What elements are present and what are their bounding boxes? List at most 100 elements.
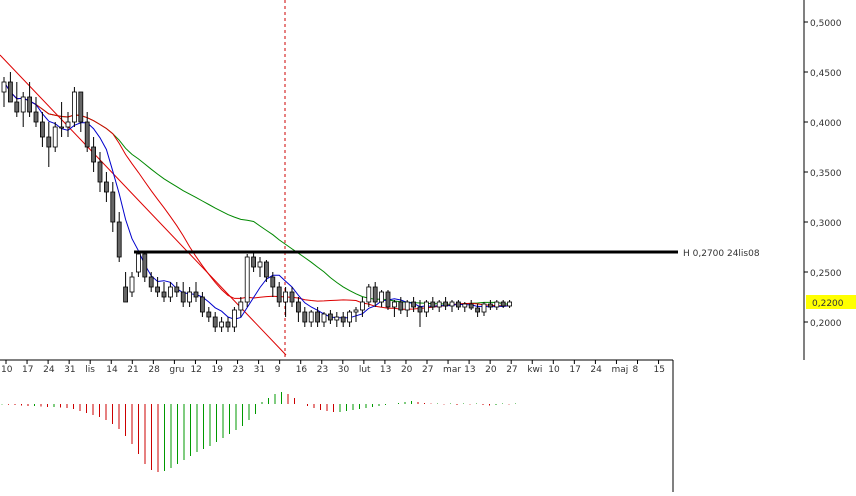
date-tick-label: 10	[1, 365, 13, 375]
candle-down	[33, 111, 39, 123]
candle-up	[404, 301, 410, 311]
candle-up	[65, 121, 71, 128]
candle-down	[212, 316, 218, 328]
candle-up	[59, 126, 64, 129]
date-tick-label: lut	[359, 365, 371, 375]
date-tick-label: 8	[633, 365, 639, 375]
candle-up	[347, 311, 353, 323]
date-tick-label: 14	[106, 365, 118, 375]
date-tick-label: gru	[169, 365, 184, 375]
candle-down	[411, 301, 417, 308]
price-tick-label: 0,3000	[810, 219, 842, 229]
candle-down	[251, 256, 257, 268]
candle-down	[295, 301, 301, 313]
candle-down	[443, 301, 449, 307]
date-tick-label: 16	[296, 365, 308, 375]
candle-down	[174, 286, 180, 293]
date-tick-label: 31	[64, 365, 75, 375]
candle-up	[391, 301, 397, 308]
candle-down	[398, 301, 404, 311]
trendline	[0, 54, 287, 356]
candle-down	[302, 311, 308, 323]
candle-up	[219, 321, 225, 328]
candle-down	[315, 311, 321, 323]
candle-up	[449, 301, 455, 307]
candle-down	[40, 121, 45, 138]
candle-down	[123, 286, 128, 303]
candle-down	[385, 291, 391, 308]
candle-down	[110, 191, 116, 223]
date-tick-label: 27	[422, 365, 433, 375]
candle-down	[455, 301, 461, 308]
candle-down	[199, 296, 205, 313]
date-tick-label: 30	[338, 365, 350, 375]
candle-up	[135, 253, 141, 273]
candle-up	[366, 286, 372, 303]
candle-up	[52, 126, 58, 148]
candle-down	[142, 253, 148, 278]
candle-up	[321, 313, 327, 323]
date-tick-label: 15	[654, 365, 665, 375]
date-tick-label: lis	[85, 365, 95, 375]
date-tick-label: 12	[190, 365, 201, 375]
candle-up	[481, 303, 487, 313]
date-tick-label: 9	[275, 365, 281, 375]
date-tick-label: 20	[401, 365, 413, 375]
candle-down	[263, 261, 269, 278]
candle-up	[334, 316, 340, 321]
candle-up	[167, 286, 173, 298]
candle-down	[78, 91, 84, 123]
date-tick-label: 20	[485, 365, 497, 375]
candle-down	[148, 276, 154, 288]
candle-down	[475, 307, 481, 313]
candle-down	[104, 181, 109, 193]
candle-up	[72, 91, 77, 123]
candle-down	[206, 311, 212, 318]
candle-up	[129, 276, 135, 293]
candle-down	[46, 136, 52, 148]
date-tick-label: 17	[22, 365, 33, 375]
candle-down	[417, 306, 423, 313]
date-tick-label: 17	[569, 365, 580, 375]
candle-up	[1, 81, 7, 93]
candle-down	[27, 96, 33, 113]
candle-up	[353, 309, 359, 313]
candle-down	[180, 291, 186, 303]
price-tick-label: 0,4500	[810, 69, 842, 79]
candle-down	[500, 301, 506, 307]
candle-down	[340, 316, 346, 323]
date-tick-label: 21	[127, 365, 138, 375]
date-tick-label: 19	[212, 365, 224, 375]
date-tick-label: 31	[254, 365, 265, 375]
candle-up	[257, 261, 263, 268]
candle-down	[84, 121, 90, 148]
candle-up	[308, 311, 314, 323]
candle-up	[462, 303, 468, 308]
candle-down	[155, 286, 161, 293]
candle-up	[379, 291, 385, 303]
date-tick-label: 13	[380, 365, 391, 375]
candle-up	[283, 291, 289, 303]
price-tick-label: 0,2000	[810, 319, 842, 329]
date-tick-label: 23	[317, 365, 328, 375]
candle-up	[494, 301, 500, 308]
candle-up	[231, 309, 237, 328]
high-line-label: H 0,2700 24lis08	[683, 249, 760, 259]
candle-down	[91, 146, 96, 163]
date-tick-label: mar	[443, 365, 461, 375]
price-tick-label: 0,5000	[810, 19, 842, 29]
candle-down	[225, 321, 231, 328]
date-tick-label: kwi	[527, 365, 542, 375]
candle-up	[187, 291, 193, 303]
date-tick-label: 24	[43, 365, 55, 375]
price-tick-label: 0,4000	[810, 119, 842, 129]
candle-up	[20, 96, 26, 113]
date-tick-label: 10	[548, 365, 560, 375]
date-tick-label: 23	[233, 365, 244, 375]
candle-down	[276, 286, 282, 303]
price-tick-label: 0,3500	[810, 169, 842, 179]
price-tick-label: 0,2500	[810, 269, 842, 279]
candle-down	[193, 291, 199, 298]
candle-up	[238, 301, 244, 311]
current-price-tag	[806, 295, 856, 309]
